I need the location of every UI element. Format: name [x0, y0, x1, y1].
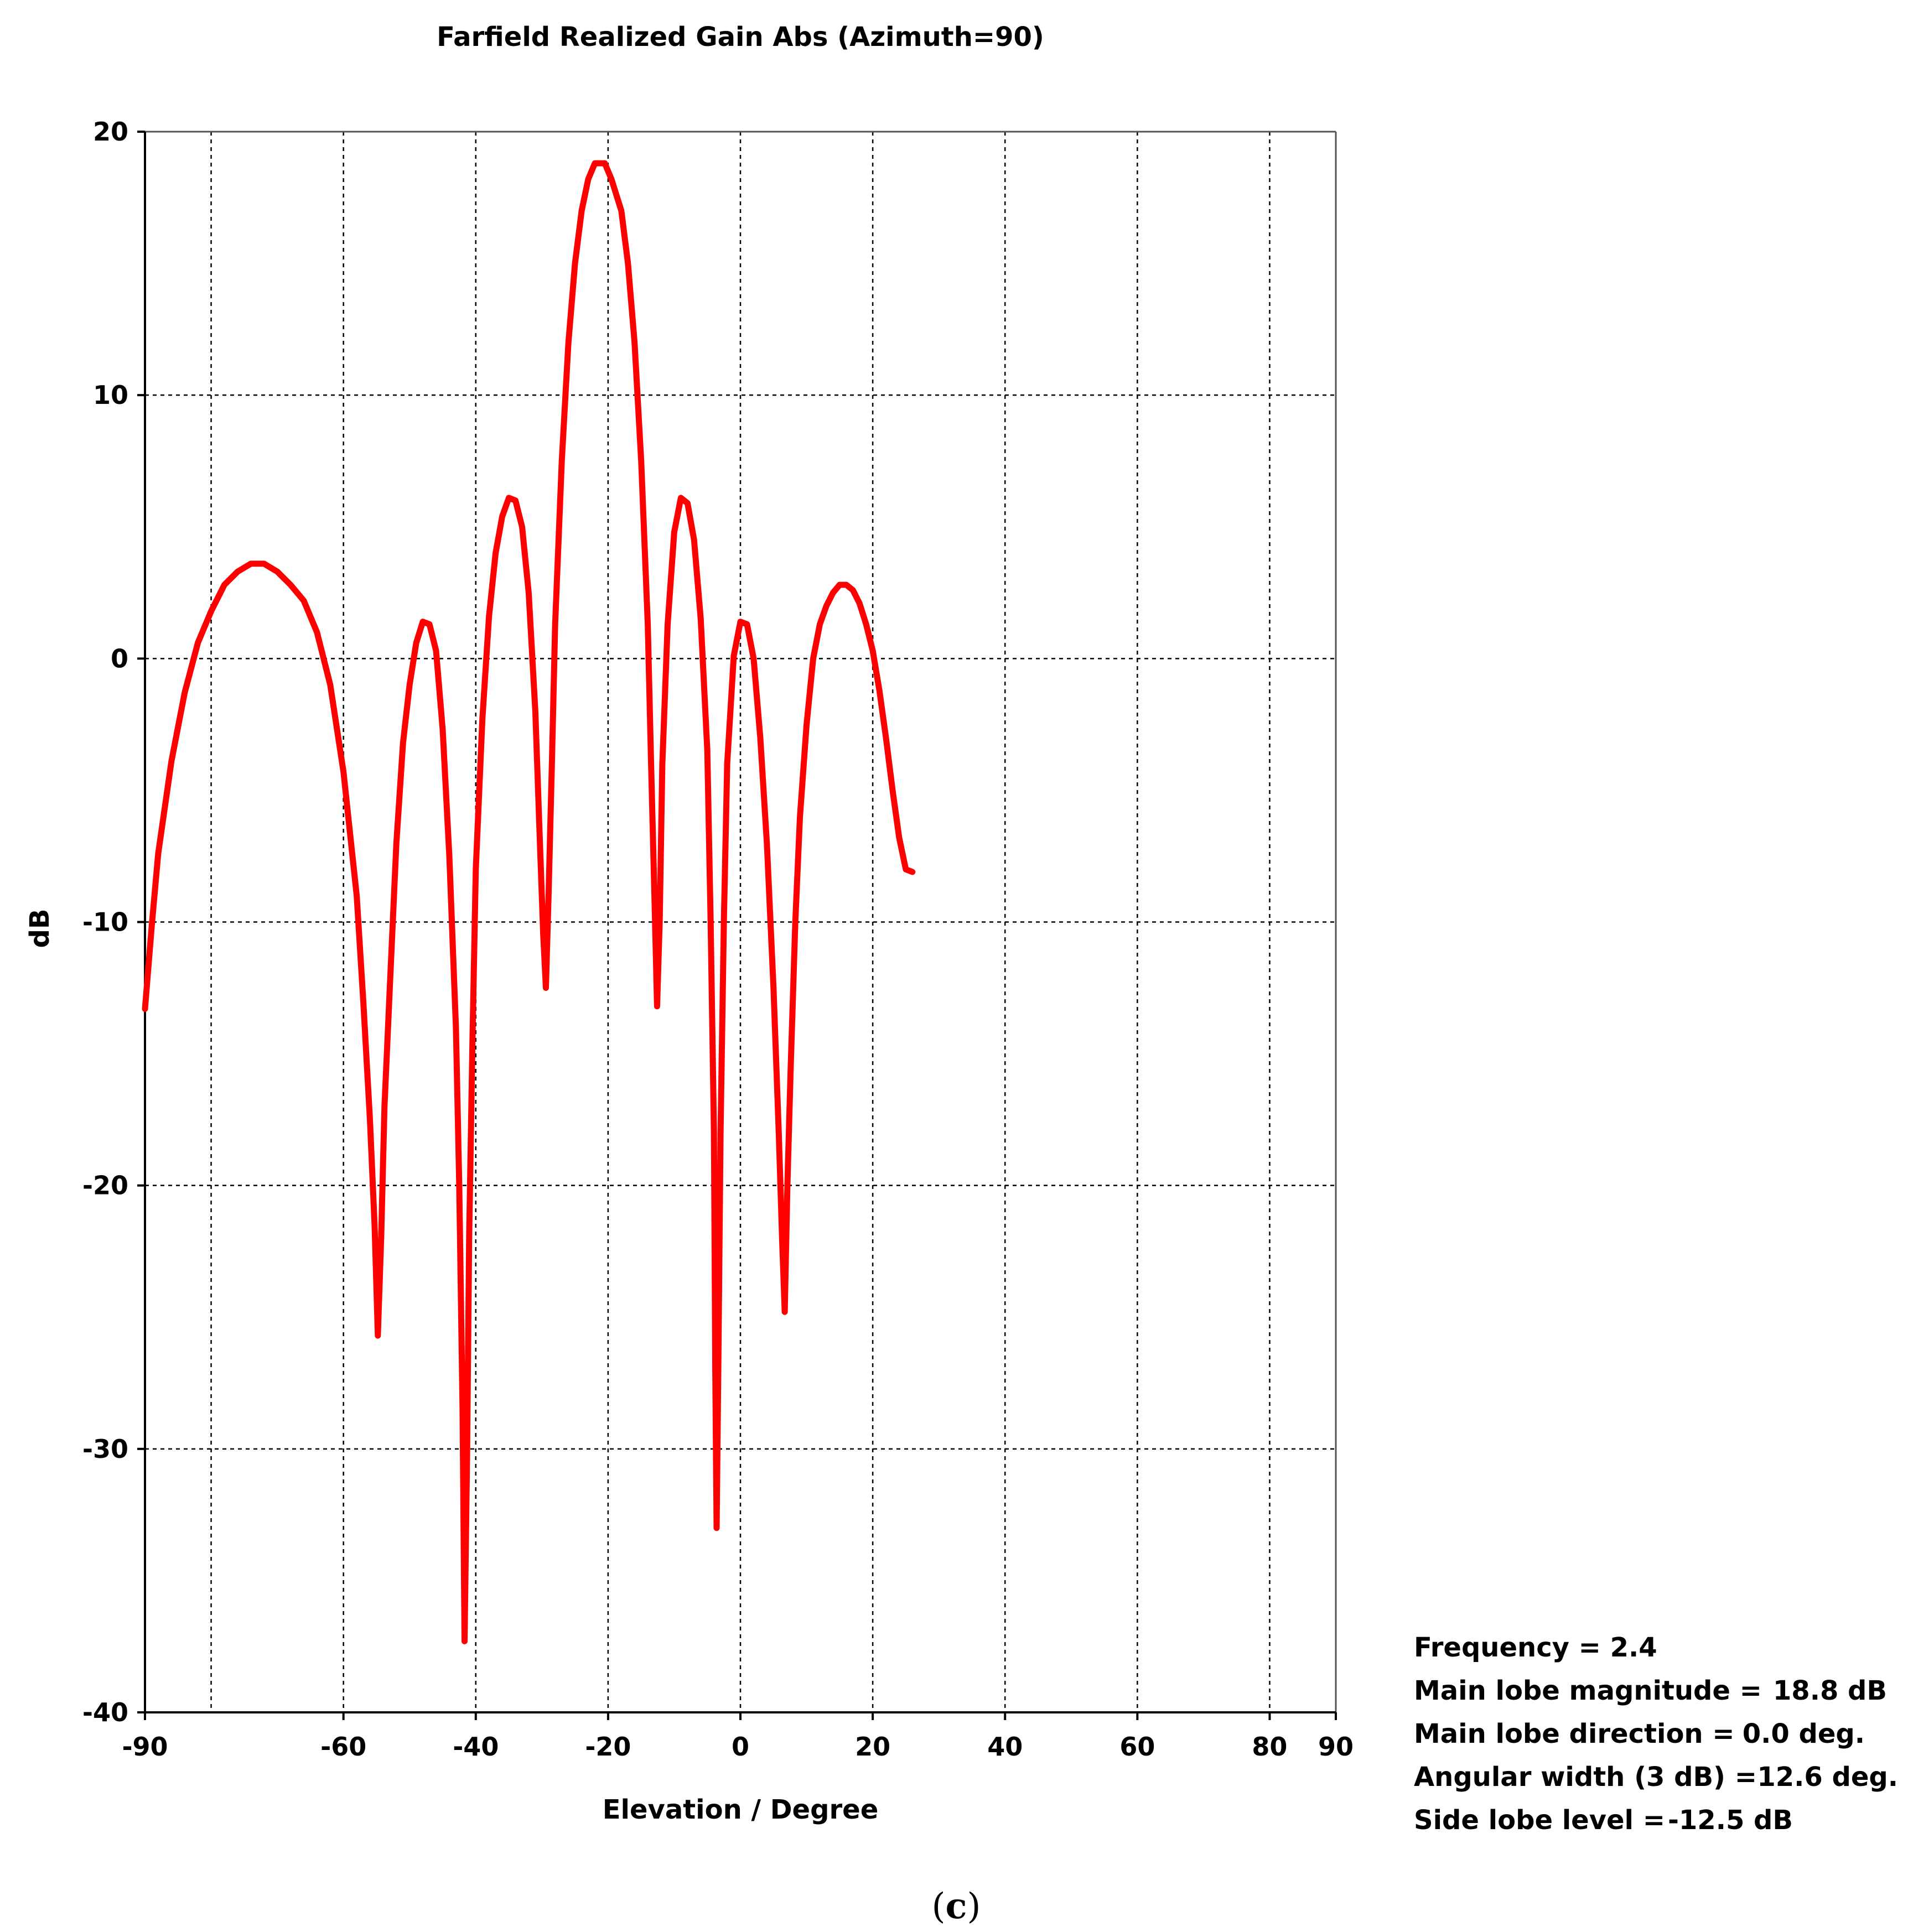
chart-title: Farfield Realized Gain Abs (Azimuth=90) [437, 22, 1044, 53]
plot-frame [137, 131, 1337, 1720]
caption-close: ) [967, 1886, 981, 1927]
gain-curve [142, 160, 916, 1644]
y-tick-label: -40 [82, 1697, 128, 1727]
y-tick-label: -20 [82, 1171, 128, 1201]
x-tick-labels: -90 -60 -40 -20 0 20 40 60 80 90 [122, 1732, 1354, 1762]
info-label: Main lobe direction = [1414, 1718, 1735, 1749]
info-label: Frequency = 2.4 [1414, 1632, 1657, 1663]
caption-open: ( [932, 1886, 946, 1927]
info-value: 12.6 deg. [1757, 1762, 1898, 1793]
x-tick-label: -60 [320, 1732, 366, 1762]
y-tick-label: 0 [111, 643, 128, 673]
info-label: Angular width (3 dB) = [1414, 1762, 1757, 1793]
x-tick-label: -90 [122, 1732, 168, 1762]
info-box: Frequency = 2.4 Main lobe magnitude = 18.8… [1414, 1632, 1898, 1836]
x-tick-label: -20 [585, 1732, 631, 1762]
x-tick-label: 20 [855, 1732, 890, 1762]
grid-lines [145, 132, 1336, 1712]
x-tick-label: 0 [732, 1732, 749, 1762]
x-tick-label: 90 [1318, 1732, 1354, 1762]
info-label: Main lobe magnitude = [1414, 1675, 1762, 1706]
y-tick-label: -30 [82, 1434, 128, 1464]
y-tick-labels: 20 10 0 -10 -20 -30 -40 [82, 117, 128, 1727]
figure-caption: (c) [932, 1886, 981, 1927]
x-tick-label: 60 [1119, 1732, 1155, 1762]
y-tick-label: 20 [93, 117, 128, 147]
info-value: -12.5 dB [1668, 1805, 1793, 1836]
series-layer [142, 160, 916, 1644]
y-axis-label: dB [24, 909, 55, 948]
info-value: 0.0 deg. [1743, 1718, 1865, 1749]
caption-letter: c [946, 1886, 967, 1927]
info-label: Side lobe level = [1414, 1805, 1665, 1836]
x-tick-label: 80 [1252, 1732, 1287, 1762]
y-tick-label: 10 [93, 380, 128, 410]
y-tick-label: -10 [82, 907, 128, 937]
x-tick-label: 40 [987, 1732, 1023, 1762]
x-axis-label: Elevation / Degree [603, 1794, 879, 1825]
info-value: 18.8 dB [1773, 1675, 1887, 1706]
x-tick-label: -40 [453, 1732, 499, 1762]
